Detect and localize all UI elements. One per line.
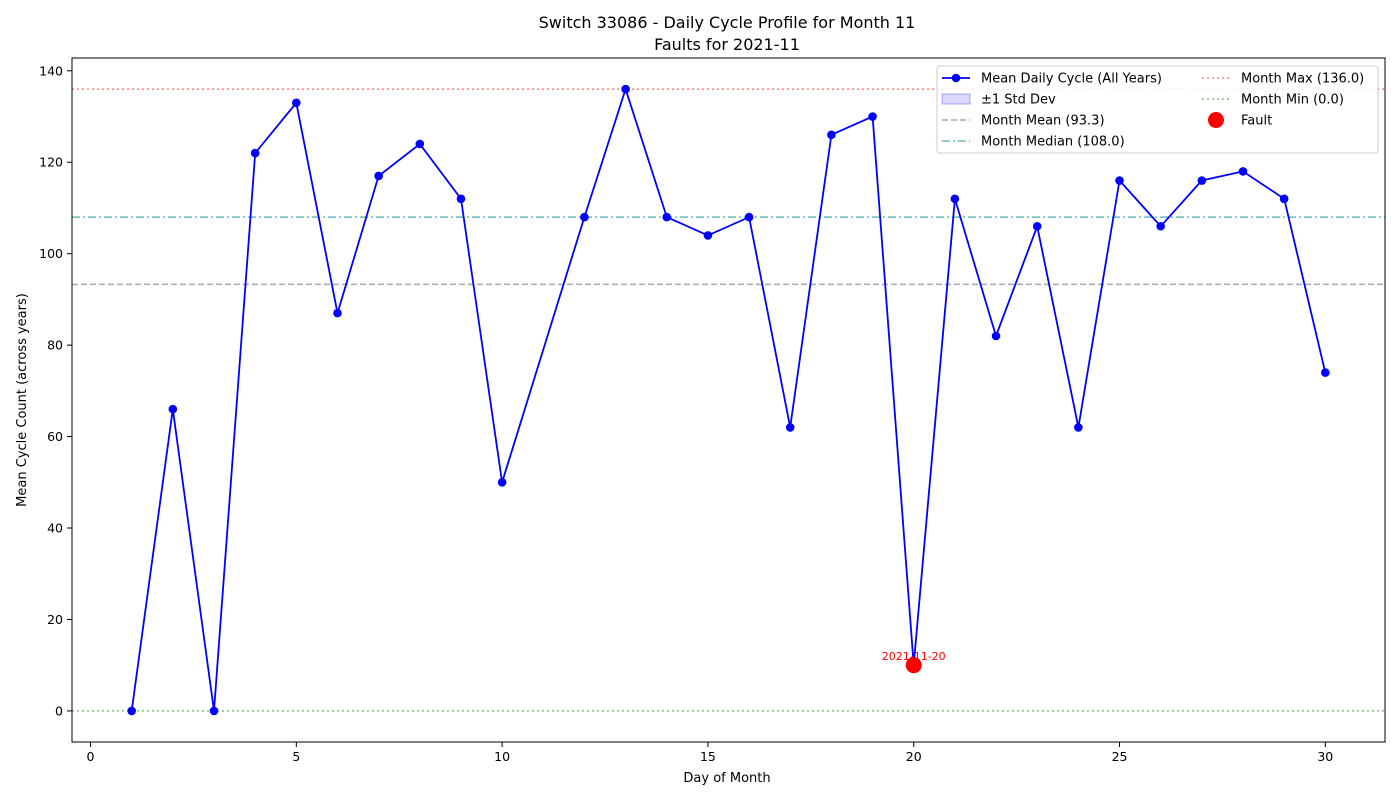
data-point [1238,167,1248,176]
data-point [621,84,630,94]
data-point [127,706,136,716]
data-point [292,98,301,108]
y-tick-label: 0 [55,703,63,718]
y-tick-label: 140 [39,63,63,78]
y-tick-label: 100 [39,246,63,261]
x-tick-label: 25 [1112,749,1128,764]
data-point [950,194,960,204]
y-tick-label: 60 [47,429,63,444]
y-tick-label: 40 [47,521,63,536]
chart-title: Switch 33086 - Daily Cycle Profile for M… [539,13,916,32]
x-tick-label: 10 [494,749,510,764]
data-point [703,231,713,240]
data-point [1115,176,1124,185]
legend-entry-label: Month Min (0.0) [1241,93,1344,108]
fault-marker-0 [905,657,922,674]
legend-box [936,65,1379,154]
y-tick-label: 80 [47,338,63,353]
data-point [785,423,795,432]
data-point [168,404,178,414]
data-point [868,112,877,121]
y-tick-label: 120 [39,155,63,170]
x-tick-label: 30 [1317,749,1333,764]
data-point [209,706,219,716]
data-point [662,212,672,222]
x-tick-label: 20 [906,749,922,764]
axes-frame [71,57,1386,743]
legend-entry-label: ±1 Std Dev [981,93,1056,108]
data-point [1279,194,1289,204]
plot-area: 2021-11-20 [72,84,1385,716]
data-point [827,130,836,140]
data-point [1321,368,1330,377]
data-point [1074,423,1083,432]
data-point [1156,221,1165,231]
x-tick-label: 5 [292,749,300,764]
legend-entry-label: Month Median (108.0) [981,135,1125,150]
x-tick-label: 0 [87,749,95,764]
x-tick-label: 15 [700,749,716,764]
fault-annotation-0: 2021-11-20 [882,650,946,663]
legend-entry-label: Mean Daily Cycle (All Years) [981,72,1162,87]
data-point [456,194,466,204]
legend-entry-label: Month Max (136.0) [1241,72,1364,87]
data-point [250,148,260,158]
data-point [1032,221,1042,231]
data-point [580,212,589,222]
x-axis-label: Day of Month [683,771,770,786]
legend-handle [951,73,961,83]
legend-handle [1208,112,1224,128]
data-point [374,171,383,181]
y-axis-label: Mean Cycle Count (across years) [15,293,30,507]
legend-entry-label: Month Mean (93.3) [981,114,1105,129]
data-point [333,308,342,318]
legend-handle [941,93,971,105]
data-point [1197,176,1207,185]
data-point [991,331,1001,341]
data-point [415,139,425,149]
data-point [744,212,754,222]
y-tick-label: 20 [47,612,63,627]
series-line-0 [130,86,1327,712]
data-point [497,477,507,487]
chart-subtitle: Faults for 2021-11 [654,35,800,54]
legend-entry-label: Fault [1241,114,1272,129]
legend: Mean Daily Cycle (All Years) ±1 Std Dev Mo… [936,65,1379,154]
